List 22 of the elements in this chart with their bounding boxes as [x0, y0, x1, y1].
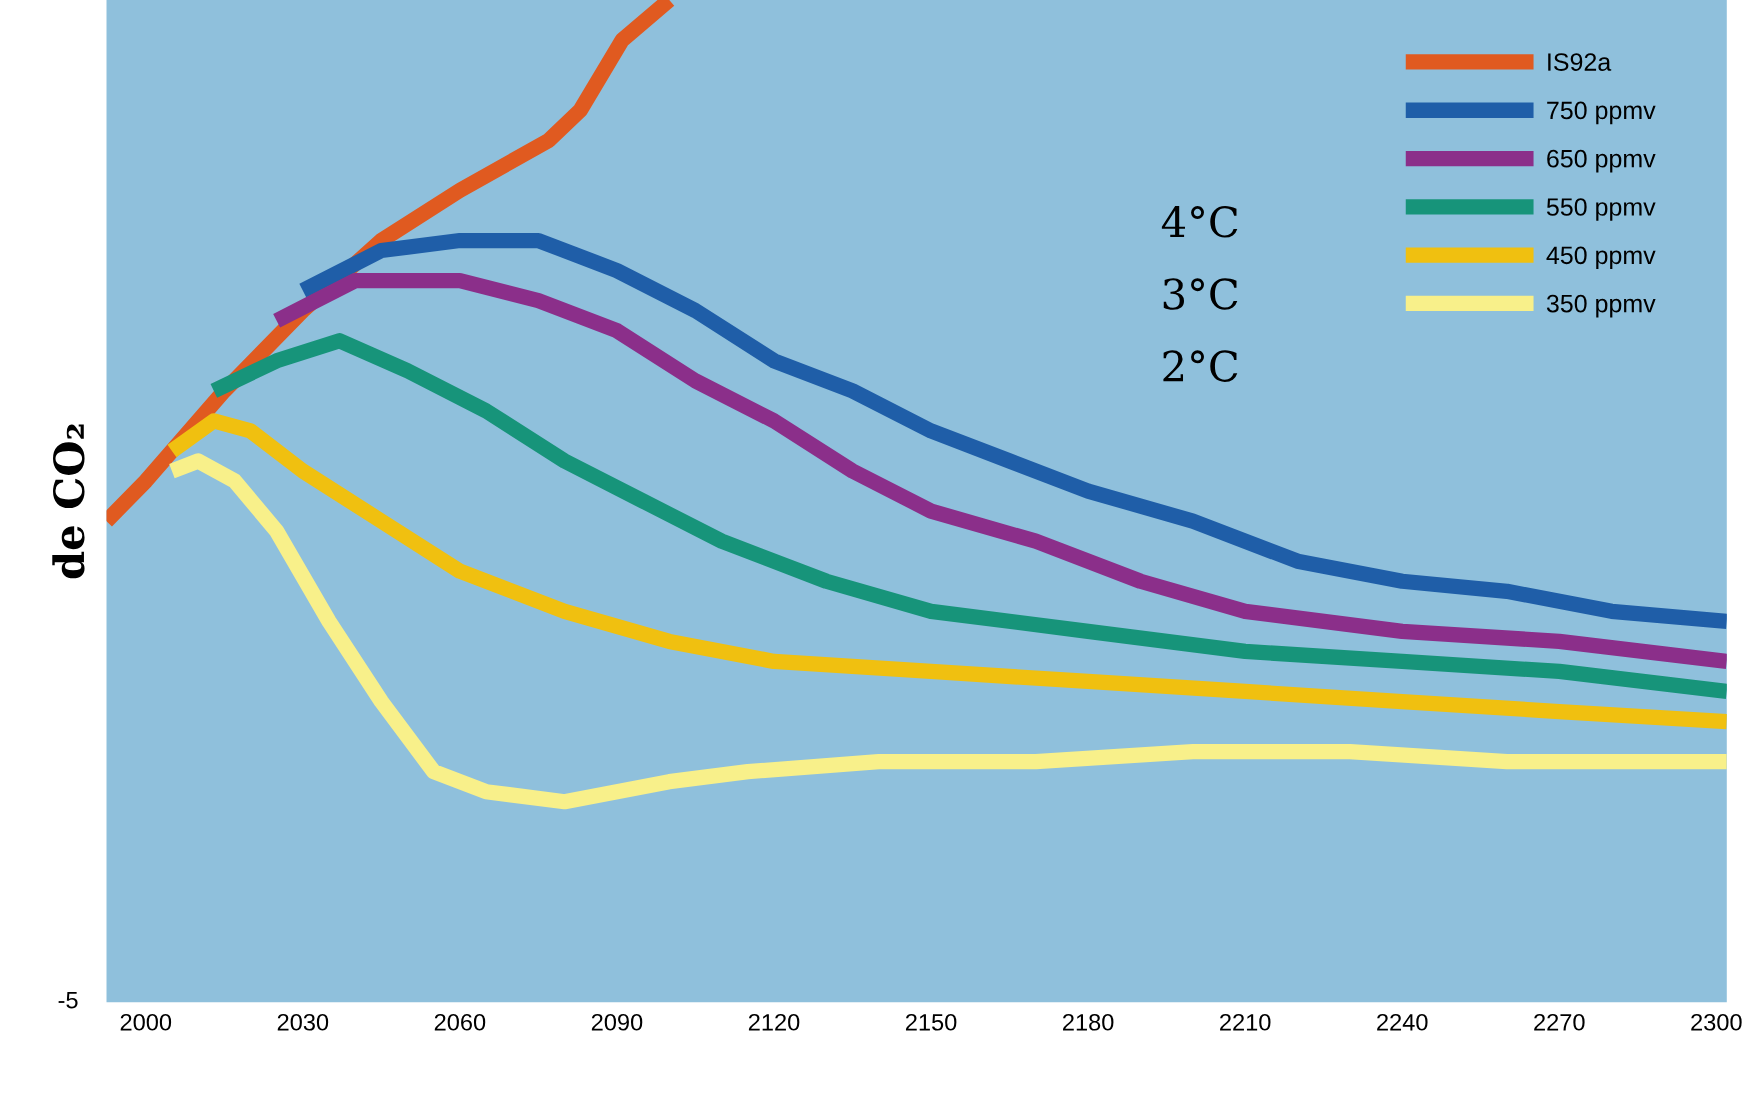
- legend-label: IS92a: [1548, 53, 1612, 71]
- x-tick-label: 2270: [1534, 1013, 1585, 1031]
- x-tick-label: 2210: [1220, 1013, 1271, 1031]
- legend-label: 650 ppmv: [1547, 149, 1656, 173]
- x-tick-label: 2240: [1377, 1013, 1428, 1031]
- x-tick-label: 2060: [434, 1013, 486, 1031]
- x-tick-label: 2150: [905, 1013, 957, 1031]
- x-tick-label: 2120: [748, 1013, 800, 1031]
- text: -5: [58, 992, 78, 1009]
- x-tick-label: 2180: [1063, 1013, 1114, 1031]
- x-tick-label: 2090: [591, 1013, 643, 1031]
- annotation: 2°C: [1163, 350, 1238, 382]
- annotation: 4°C: [1161, 206, 1238, 238]
- legend-label: 350 ppmv: [1546, 294, 1656, 318]
- x-tick-label: 2000: [120, 1013, 172, 1031]
- legend-label: 450 ppmv: [1546, 246, 1656, 270]
- y-axis-title: de CO₂: [52, 424, 85, 579]
- legend-label: 750 ppmv: [1547, 101, 1656, 125]
- x-tick-label: 2300: [1691, 1013, 1742, 1031]
- annotation: 3°C: [1163, 278, 1238, 310]
- legend-label: 550 ppmv: [1546, 198, 1656, 221]
- x-tick-label: 2030: [277, 1013, 329, 1031]
